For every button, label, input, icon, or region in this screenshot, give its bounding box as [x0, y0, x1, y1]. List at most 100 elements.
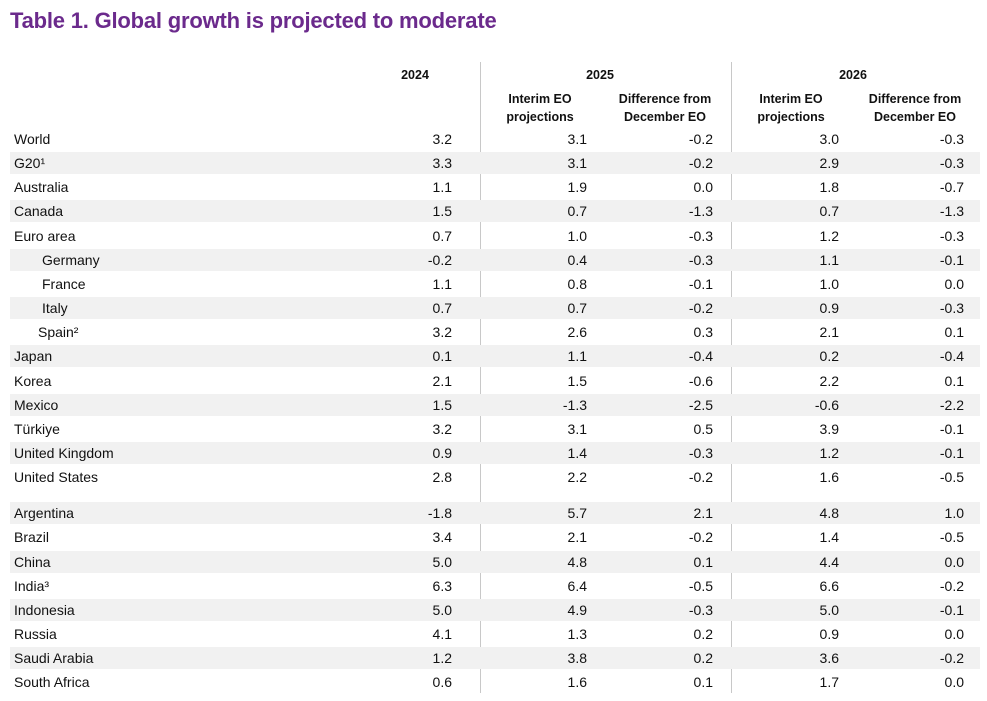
value-2024: 3.3: [432, 155, 452, 172]
projection-2026: 1.1: [819, 251, 839, 268]
table-row: Canada 1.5 0.7 -1.3 0.7 -1.3: [10, 200, 980, 223]
value-2024: 2.8: [432, 469, 452, 486]
value-2024: 1.1: [432, 179, 452, 196]
row-label: Italy: [42, 300, 68, 316]
header-diff-line1: Difference from: [868, 92, 962, 106]
projection-2026: 3.6: [819, 650, 839, 667]
row-label: Japan: [14, 348, 53, 365]
value-2024: 4.1: [432, 626, 452, 642]
column-divider-2026: [731, 62, 732, 693]
difference-2025: -0.5: [688, 577, 713, 594]
projection-2026: 0.2: [819, 348, 839, 365]
projection-2026: 3.0: [819, 131, 839, 147]
projection-2026: 1.0: [819, 275, 839, 292]
table-row: Argentina -1.8 5.7 2.1 4.8 1.0: [10, 502, 980, 525]
value-2024: 0.6: [432, 674, 452, 691]
projection-2025: 1.0: [567, 227, 587, 244]
difference-2025: -0.6: [688, 372, 713, 389]
difference-2025: -0.1: [688, 275, 713, 292]
table-row: Japan 0.1 1.1 -0.4 0.2 -0.4: [10, 345, 980, 368]
header-interim-line1: Interim EO: [508, 92, 572, 106]
row-label: United States: [14, 469, 99, 486]
table-row: Mexico 1.5 -1.3 -2.5 -0.6 -2.2: [10, 393, 980, 416]
table-row: World 3.2 3.1 -0.2 3.0 -0.3: [10, 128, 980, 150]
row-label: World: [14, 131, 51, 147]
difference-2026: -0.3: [939, 155, 964, 172]
difference-2025: 0.3: [693, 324, 713, 341]
value-2024: 2.1: [432, 372, 452, 389]
difference-2025: -1.3: [688, 203, 713, 220]
difference-2025: -0.2: [688, 469, 713, 486]
difference-2026: -0.2: [939, 650, 964, 667]
value-2024: -0.2: [427, 251, 452, 268]
projection-2025: 0.7: [567, 300, 587, 316]
column-divider-2025: [480, 62, 481, 693]
projection-2026: 1.8: [819, 179, 839, 196]
difference-2026: 0.0: [944, 674, 964, 691]
table-row: Türkiye 3.2 3.1 0.5 3.9 -0.1: [10, 418, 980, 440]
header-2025: 2025: [586, 68, 614, 82]
row-label: Australia: [14, 179, 69, 196]
projection-2026: 2.2: [819, 372, 839, 389]
table-row: France 1.1 0.8 -0.1 1.0 0.0: [10, 273, 980, 295]
row-label: India³: [14, 577, 50, 594]
difference-2025: -0.3: [688, 251, 713, 268]
row-label: Argentina: [14, 505, 74, 522]
projection-2025: 0.8: [567, 275, 587, 292]
difference-2026: -0.1: [939, 251, 964, 268]
value-2024: 1.1: [432, 275, 452, 292]
value-2024: 5.0: [432, 601, 452, 618]
table-row: Euro area 0.7 1.0 -0.3 1.2 -0.3: [10, 225, 980, 247]
projection-2025: 4.9: [567, 601, 587, 618]
projection-2026: 1.6: [819, 469, 839, 486]
projection-2025: 1.1: [567, 348, 587, 365]
projection-2025: 1.5: [567, 372, 587, 389]
row-label: Canada: [14, 203, 64, 220]
header-2024: 2024: [401, 68, 429, 82]
projection-2026: 2.9: [819, 155, 839, 172]
projection-2026: 0.9: [819, 626, 839, 642]
table-row: United Kingdom 0.9 1.4 -0.3 1.2 -0.1: [10, 441, 980, 464]
difference-2025: -2.5: [688, 396, 713, 413]
row-label: Türkiye: [14, 420, 60, 437]
row-label: Mexico: [14, 396, 59, 413]
value-2024: 1.5: [432, 203, 452, 220]
difference-2025: -0.3: [688, 601, 713, 618]
value-2024: 1.2: [432, 650, 452, 667]
table-row: Italy 0.7 0.7 -0.2 0.9 -0.3: [10, 297, 980, 319]
projection-2025: 2.6: [567, 324, 587, 341]
header-diff-line2: December EO: [874, 110, 956, 124]
value-2024: 0.9: [432, 444, 452, 461]
difference-2026: 0.1: [944, 372, 964, 389]
row-label: South Africa: [14, 674, 90, 691]
difference-2026: -2.2: [939, 396, 964, 413]
projection-2026: 1.7: [819, 674, 839, 691]
value-2024: 0.1: [432, 348, 452, 365]
value-2024: -1.8: [427, 505, 452, 522]
difference-2026: -0.2: [939, 577, 964, 594]
table-row: United States 2.8 2.2 -0.2 1.6 -0.5: [10, 466, 980, 488]
difference-2025: 0.2: [693, 626, 713, 642]
table-row: China 5.0 4.8 0.1 4.4 0.0: [10, 550, 980, 573]
table-row: Germany -0.2 0.4 -0.3 1.1 -0.1: [10, 248, 980, 271]
difference-2025: -0.3: [688, 444, 713, 461]
projection-2026: -0.6: [814, 396, 839, 413]
header-diff-line1: Difference from: [618, 92, 712, 106]
projection-2026: 1.2: [819, 444, 839, 461]
table-row: G20¹ 3.3 3.1 -0.2 2.9 -0.3: [10, 152, 980, 175]
projection-2026: 6.6: [819, 577, 839, 594]
table-row: Russia 4.1 1.3 0.2 0.9 0.0: [10, 623, 980, 645]
difference-2025: 0.0: [693, 179, 713, 196]
difference-2026: -0.5: [939, 469, 964, 486]
difference-2025: -0.2: [688, 155, 713, 172]
difference-2026: 0.0: [944, 553, 964, 570]
difference-2026: 0.0: [944, 275, 964, 292]
projection-2026: 5.0: [819, 601, 839, 618]
table-title: Table 1. Global growth is projected to m…: [10, 8, 497, 33]
projection-2025: 0.7: [567, 203, 587, 220]
header-diff-line2: December EO: [624, 110, 706, 124]
difference-2025: 0.5: [693, 420, 713, 437]
row-label: United Kingdom: [14, 444, 114, 461]
table-row: Indonesia 5.0 4.9 -0.3 5.0 -0.1: [10, 598, 980, 621]
difference-2026: -0.3: [939, 300, 964, 316]
